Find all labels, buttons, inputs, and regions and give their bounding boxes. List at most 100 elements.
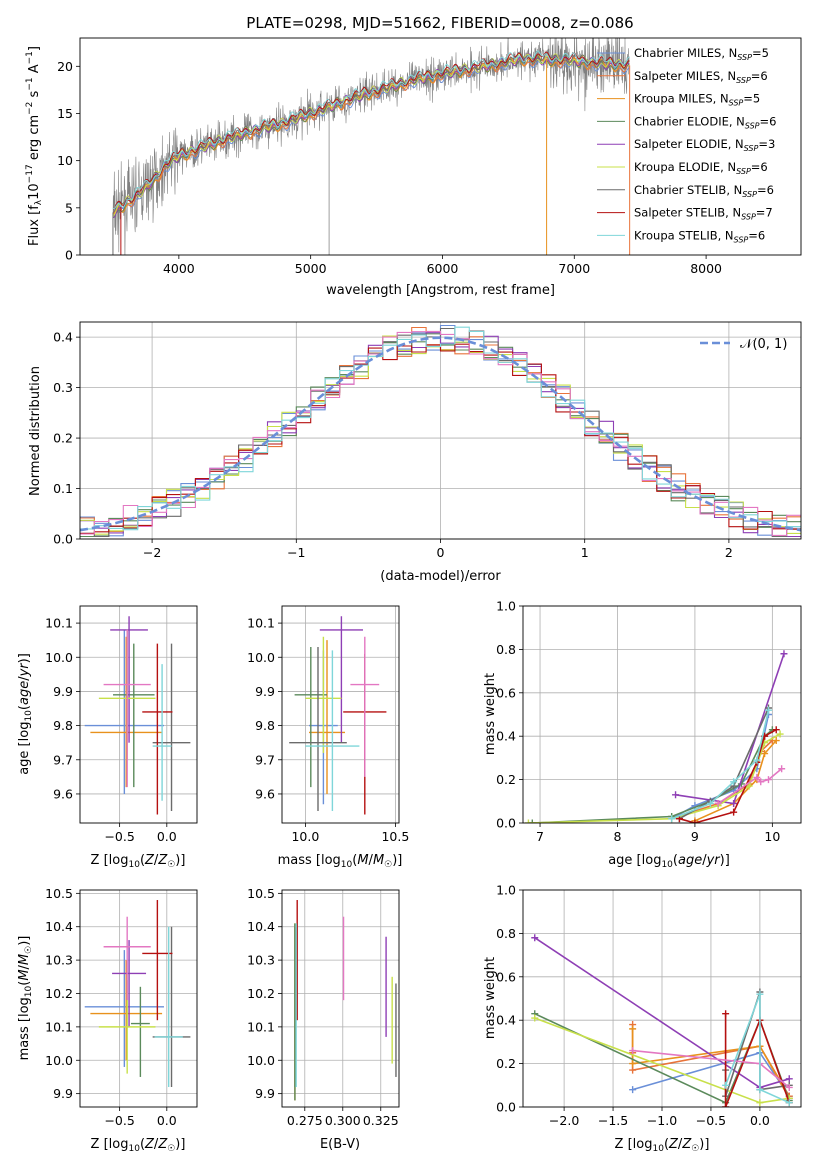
y-tick-label: 9.8 <box>53 718 73 733</box>
axes-frame <box>79 889 198 1108</box>
marker-plus <box>629 1066 637 1074</box>
x-tick-label: −1.0 <box>647 1113 677 1128</box>
x-tick-label: 5000 <box>295 261 327 276</box>
axis-label: Z [log10(Z/Z☉)] <box>91 1137 186 1154</box>
legend-label: Salpeter ELODIE, NSSP=3 <box>634 137 775 153</box>
x-tick-label: 4000 <box>163 261 195 276</box>
normal-curve <box>80 336 801 532</box>
residual-panel: −2 −1 0 1 2 0.0 0.1 0.2 0.3 0.4 (data-model)/error… <box>28 321 802 584</box>
x-tick-label: 9 <box>691 829 699 844</box>
axis-label: Z [log10(Z/Z☉)] <box>615 1137 710 1154</box>
axes-frame <box>522 889 802 1108</box>
y-tick-label: 10.1 <box>247 1019 275 1034</box>
y-tick-label: 10.4 <box>247 919 275 934</box>
marker-plus <box>772 726 780 734</box>
marker-plus <box>764 706 772 714</box>
series-line <box>679 729 777 823</box>
marker-plus <box>772 737 780 745</box>
axes-frame <box>522 605 802 824</box>
marker-plus <box>629 1060 637 1068</box>
y-tick-label: 9.9 <box>255 684 275 699</box>
x-tick-label: 10.0 <box>291 829 319 844</box>
legend-label: Kroupa ELODIE, NSSP=6 <box>634 160 768 176</box>
marker-plus <box>524 819 532 823</box>
marker-plus <box>753 773 761 781</box>
plot-area <box>80 324 801 538</box>
y-axis-label: Normed distribution <box>28 366 43 496</box>
massweight-vs-Z-panel: −2.0 −1.5 −1.0 −0.5 0.0 0.0 0.2 0.4 0.6 0.8 1.0 Z [… <box>483 883 802 1154</box>
x-tick-label: 10.5 <box>381 829 409 844</box>
age-vs-mass-panel: 10.0 10.5 9.6 9.7 9.8 9.9 10.0 10.1 mass [log10(… <box>247 605 409 870</box>
y-tick-label: 15 <box>57 106 73 121</box>
y-tick-label: 10.0 <box>45 650 73 665</box>
marker-plus <box>714 799 722 807</box>
model-line <box>112 51 630 213</box>
y-tick-label: 0.4 <box>53 330 73 345</box>
y-tick-label: 10.1 <box>247 616 275 631</box>
spectrum-panel: 4000 5000 6000 7000 8000 0 5 10 15 20 wavelength [… <box>25 37 802 298</box>
marker-plus <box>706 799 714 807</box>
y-tick-label: 1.0 <box>496 883 516 898</box>
marker-plus <box>730 778 738 786</box>
y-tick-label: 9.7 <box>255 752 275 767</box>
marker-plus <box>756 1086 764 1094</box>
axes-frame <box>281 889 400 1108</box>
y-tick-label: 9.6 <box>255 786 275 801</box>
y-tick-label: 9.7 <box>53 752 73 767</box>
plot-area <box>84 616 191 815</box>
massweight-vs-age-panel: 7 8 9 10 0.0 0.2 0.4 0.6 0.8 1.0 age [log10(age/yr… <box>483 599 802 870</box>
series-line <box>724 993 790 1104</box>
plot-area <box>289 616 387 815</box>
marker-plus <box>756 1099 764 1107</box>
marker-plus <box>528 819 536 823</box>
y-tick-label: 0.3 <box>53 380 73 395</box>
legend-label: Chabrier STELIB, NSSP=6 <box>634 183 774 199</box>
axes-frame <box>281 605 400 824</box>
legend-label: Chabrier MILES, NSSP=5 <box>634 46 769 62</box>
y-tick-label: 0.6 <box>496 969 516 984</box>
marker-plus <box>629 1047 637 1055</box>
x-tick-label: 8000 <box>690 261 722 276</box>
y-tick-label: 1.0 <box>496 599 516 614</box>
y-tick-label: 0.4 <box>496 1013 516 1028</box>
axis-label: mass [log10(M/M☉)] <box>17 936 34 1061</box>
y-tick-label: 10.0 <box>247 1053 275 1068</box>
marker-plus <box>785 1075 793 1083</box>
x-tick-label: 7000 <box>558 261 590 276</box>
y-tick-label: 10 <box>57 153 73 168</box>
x-tick-label: −0.5 <box>696 1113 726 1128</box>
y-tick-label: 10.2 <box>45 986 73 1001</box>
x-tick-label: −1.5 <box>598 1113 628 1128</box>
marker-plus <box>629 1086 637 1094</box>
x-tick-label: 0.300 <box>325 1113 361 1128</box>
series-line <box>631 1028 790 1099</box>
y-tick-label: 0.2 <box>496 772 516 787</box>
y-tick-label: 10.1 <box>45 616 73 631</box>
plot-area <box>524 650 788 823</box>
y-axis-label: Flux [fλ10−17 erg cm−2 s−1 A−1] <box>25 46 44 246</box>
model-line <box>112 50 630 210</box>
x-tick-label: 7 <box>536 829 544 844</box>
x-tick-label: −0.5 <box>104 829 134 844</box>
marker-plus <box>722 1103 730 1107</box>
marker-plus <box>691 819 699 823</box>
x-tick-label: 2 <box>725 545 733 560</box>
histogram-step <box>80 332 801 538</box>
axes-frame <box>79 37 802 256</box>
y-tick-label: 0.6 <box>496 685 516 700</box>
y-tick-label: 10.3 <box>247 953 275 968</box>
histogram-step <box>80 343 801 534</box>
y-tick-label: 10.5 <box>45 886 73 901</box>
y-tick-label: 0.8 <box>496 642 516 657</box>
axes-frame <box>79 321 802 540</box>
marker-plus <box>778 765 786 773</box>
y-tick-label: 20 <box>57 59 73 74</box>
y-tick-label: 10.2 <box>247 986 275 1001</box>
axis-label: Z [log10(Z/Z☉)] <box>91 853 186 870</box>
y-tick-label: 0.0 <box>496 816 516 831</box>
plot-area <box>294 900 397 1101</box>
marker-plus <box>668 815 676 823</box>
y-tick-label: 5 <box>65 200 73 215</box>
histogram-step <box>80 330 801 536</box>
y-tick-label: 10.5 <box>247 886 275 901</box>
